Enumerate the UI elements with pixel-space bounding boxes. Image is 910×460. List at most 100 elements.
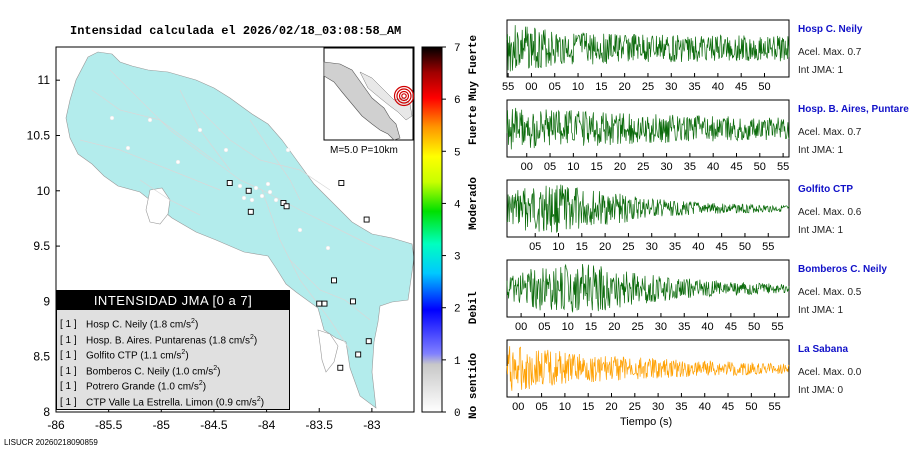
station-marker (245, 187, 252, 194)
waveform-panel: 00 05 10 15 20 25 30 35 40 45 50 55 (506, 339, 790, 413)
colorbar-category-label: No sentido (468, 353, 480, 419)
waveform-tick-label: 00 (515, 321, 527, 333)
legend-unit-exponent: 2 (249, 333, 254, 341)
epicenter-marker (393, 85, 415, 107)
waveform-panel: 05 10 15 20 25 30 35 40 45 50 55 (506, 179, 790, 253)
waveform-tick-label: 35 (669, 241, 681, 253)
station-max-accel: Acel. Max. 0.6 (798, 207, 862, 218)
station-marker (226, 180, 233, 186)
waveform-frame (506, 339, 790, 398)
station-marker (283, 203, 290, 210)
waveform-tick-label: 20 (605, 401, 617, 413)
station-name: Hosp C. Neily (798, 24, 863, 35)
waveform-tick-label: 10 (572, 81, 584, 93)
footer-id: LISUCR 20260218090859 (4, 438, 98, 447)
station-marker (337, 364, 344, 371)
waveform-tick-label: 20 (614, 161, 626, 173)
inset-label: M=5.0 P=10km (330, 145, 398, 156)
road-network (79, 69, 381, 351)
colorbar-tick-label: 3 (454, 252, 461, 264)
colorbar-categories: No sentido Debil Moderado Fuerte Muy Fuerte (468, 34, 480, 418)
waveform-frame (506, 259, 790, 318)
legend-level: [ 1 ] (60, 365, 77, 377)
station-marker (363, 216, 370, 223)
station-jma-intensity: Int JMA: 1 (798, 305, 844, 316)
waveform-tick-label: 10 (567, 161, 579, 173)
waveform-tick-label: 00 (521, 161, 533, 173)
waveform-tick-label: 45 (722, 401, 734, 413)
legend-row: [ 1 ] Golfito CTP (1.1 cm/s2) (57, 345, 289, 361)
waveform-tick-label: 50 (758, 81, 770, 93)
waveform-trace (506, 346, 790, 391)
legend-level: [ 1 ] (60, 381, 77, 393)
waveform-tick-label: 25 (642, 81, 654, 93)
station-max-accel: Acel. Max. 0.0 (798, 367, 862, 378)
waveform-tick-label: 40 (701, 321, 713, 333)
station-max-accel: Acel. Max. 0.5 (798, 287, 862, 298)
waveform-tick-label: 25 (632, 321, 644, 333)
station-marker (338, 180, 345, 186)
colorbar-tick-label: 0 (454, 408, 461, 420)
waveform-panel: 00 05 10 15 20 25 30 35 40 45 50 55 (506, 259, 790, 333)
legend-station: Hosp. B. Aires. Puntarenas (1.8 cm/s (86, 334, 250, 346)
waveform-tick-label: 30 (655, 321, 667, 333)
waveform-panels: 55 00 05 10 15 20 25 30 35 40 45 50 00 05 10 15 20 25 30 35… (502, 19, 790, 413)
waveform-tick-label: 30 (665, 81, 677, 93)
colorbar-category-label: Muy Fuerte (468, 34, 480, 100)
waveform-tick-label: 50 (754, 161, 766, 173)
x-tick-label: -84.5 (200, 418, 228, 432)
waveform-tick-label: 05 (549, 81, 561, 93)
y-tick-label: 10 (37, 184, 51, 198)
waveform-tick-label: 25 (622, 241, 634, 253)
colorbar-category-label: Fuerte (468, 105, 480, 145)
legend-row: [ 1 ] Hosp C. Neily (1.8 cm/s2) (57, 314, 289, 330)
waveform-tick-label: 20 (619, 81, 631, 93)
y-tick-label: 8 (43, 405, 50, 419)
colorbar-gradient (421, 46, 443, 413)
waveform-tick-label: 40 (692, 241, 704, 253)
waveform-tick-label: 40 (699, 401, 711, 413)
colorbar-category-label: Debil (468, 291, 480, 324)
legend-station: Hosp C. Neily (1.8 cm/s (86, 319, 192, 331)
waveform-tick-label: 45 (730, 161, 742, 173)
intensity-legend: INTENSIDAD JMA [0 a 7] [ 1 ] Hosp C. Neil… (56, 290, 290, 410)
waveform-tick-label: 35 (675, 401, 687, 413)
waveform-trace (506, 263, 790, 313)
station-jma-intensity: Int JMA: 1 (798, 65, 844, 76)
station-name: Hosp. B. Aires, Puntare (798, 104, 909, 115)
map-title: Intensidad calculada el 2026/02/18_03:08… (70, 24, 402, 38)
waveform-panel: 55 00 05 10 15 20 25 30 35 40 45 50 (502, 19, 790, 93)
colorbar-ticks: 0 1 2 3 4 5 6 7 (442, 43, 461, 420)
waveform-tick-label: 15 (595, 81, 607, 93)
legend-unit-exponent: 2 (256, 395, 261, 403)
legend-close-paren: ) (185, 350, 189, 362)
station-marker (355, 351, 362, 358)
waveform-tick-label: 55 (762, 241, 774, 253)
colorbar: 0 1 2 3 4 5 6 7 No sentido Debil Moderado Fuerte Mu… (421, 34, 480, 420)
colorbar-tick-label: 2 (454, 304, 461, 316)
x-tick-label: -83.5 (306, 418, 334, 432)
waveform-tick-label: 50 (739, 241, 751, 253)
y-tick-label: 8.5 (33, 350, 50, 364)
legend-close-paren: ) (194, 319, 199, 331)
station-marker (321, 300, 328, 307)
waveform-tick-label: 15 (591, 161, 603, 173)
legend-level: [ 1 ] (60, 350, 77, 362)
waveform-trace (506, 107, 790, 150)
legend-row: [ 1 ] Bomberos C. Neily (1.0 cm/s2) (57, 361, 289, 377)
legend-close-paren: ) (260, 396, 265, 408)
waveform-trace (506, 25, 790, 72)
waveform-tick-label: 20 (608, 321, 620, 333)
x-tick-label: -85 (153, 418, 171, 432)
colorbar-category-label: Moderado (468, 177, 480, 230)
y-tick-label: 11 (38, 73, 51, 87)
legend-level: [ 1 ] (60, 334, 77, 346)
waveform-x-label: Tiempo (s) (620, 416, 673, 428)
waveform-tick-label: 55 (769, 401, 781, 413)
waveform-tick-label: 45 (735, 81, 747, 93)
station-jma-intensity: Int JMA: 1 (798, 225, 844, 236)
legend-station: Potrero Grande (1.0 cm/s (86, 381, 199, 393)
waveform-tick-label: 05 (538, 321, 550, 333)
colorbar-tick-label: 1 (454, 356, 461, 368)
